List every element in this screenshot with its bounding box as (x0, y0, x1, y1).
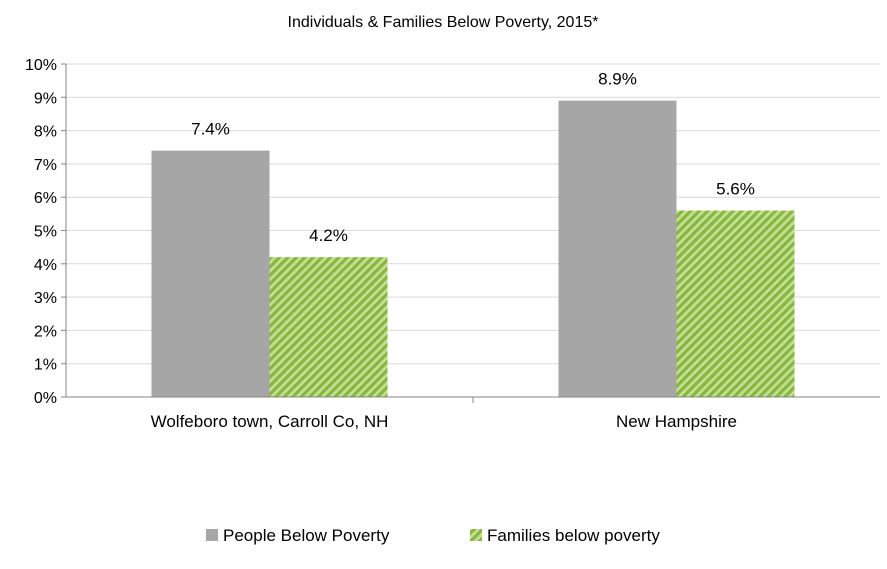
y-tick-label: 9% (34, 90, 57, 107)
y-tick-label: 1% (34, 357, 57, 374)
bar-families-0 (269, 257, 388, 397)
legend: People Below Poverty Families below pover… (206, 526, 660, 545)
category-label: New Hampshire (616, 412, 737, 431)
y-tick-label: 2% (34, 323, 57, 340)
bar-people-1 (558, 100, 677, 397)
y-tick-label: 6% (34, 190, 57, 207)
data-label: 4.2% (309, 226, 348, 245)
y-tick-label: 5% (34, 224, 57, 241)
y-tick-label: 0% (34, 390, 57, 407)
y-tick-label: 4% (34, 257, 57, 274)
data-label: 8.9% (598, 70, 637, 89)
legend-swatch (206, 529, 218, 541)
category-label: Wolfeboro town, Carroll Co, NH (151, 412, 389, 431)
y-axis: 0% 1% 2% 3% 4% 5% 6% 7% 8% 9% 10% (25, 57, 67, 407)
bars (151, 100, 795, 397)
y-tick-label: 8% (34, 124, 57, 141)
bar-families-1 (676, 210, 795, 397)
legend-label: Families below poverty (487, 526, 660, 545)
legend-label: People Below Poverty (223, 526, 390, 545)
chart-title: Individuals & Families Below Poverty, 20… (288, 14, 599, 31)
data-label: 5.6% (716, 180, 755, 199)
data-labels: 7.4% 4.2% 8.9% 5.6% (191, 70, 755, 246)
y-tick-label: 10% (25, 57, 57, 74)
bar-people-0 (151, 150, 270, 397)
data-label: 7.4% (191, 120, 230, 139)
y-tick-label: 3% (34, 290, 57, 307)
x-axis: Wolfeboro town, Carroll Co, NH New Hampsh… (66, 396, 880, 431)
y-tick-label: 7% (34, 157, 57, 174)
legend-swatch (470, 529, 482, 541)
